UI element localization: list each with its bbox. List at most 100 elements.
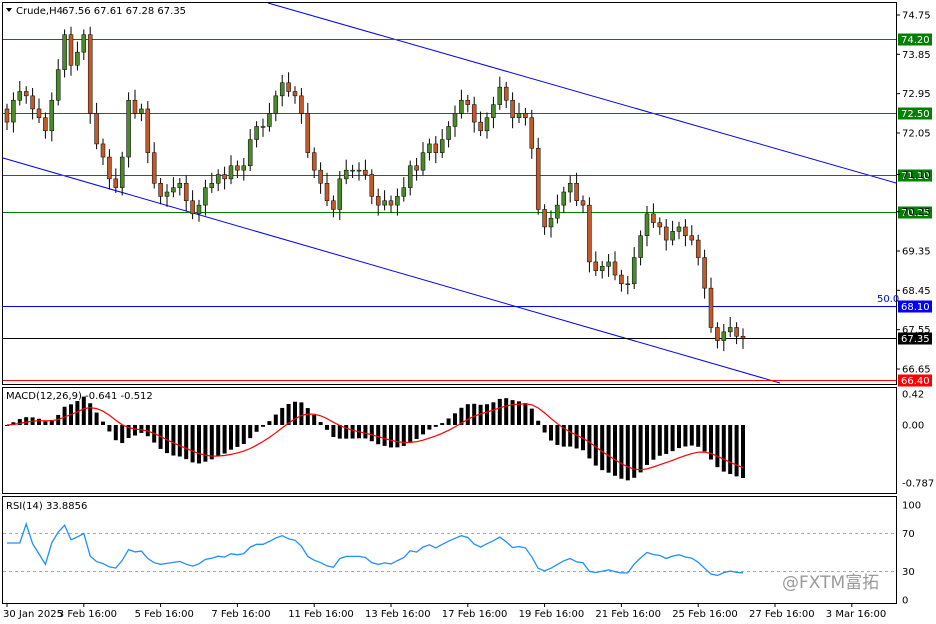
macd-histogram-bar — [299, 402, 304, 425]
candlestick — [523, 108, 528, 126]
candle-body — [593, 261, 599, 271]
candle-body — [119, 156, 125, 188]
macd-histogram-bar — [363, 425, 368, 439]
candlestick — [497, 76, 503, 110]
candlestick — [561, 186, 567, 213]
candlestick — [375, 188, 381, 216]
time-tick-label: 21 Feb 16:00 — [595, 609, 661, 620]
macd-histogram-bar — [408, 425, 413, 442]
collapse-triangle-icon[interactable] — [6, 8, 12, 12]
time-tick-label: 30 Jan 2025 — [3, 609, 63, 620]
candle-body — [343, 169, 349, 180]
candlestick — [113, 168, 119, 193]
candle-body — [11, 99, 16, 123]
candle-body — [305, 113, 311, 153]
macd-panel[interactable] — [2, 387, 897, 494]
macd-histogram-bar — [184, 425, 189, 460]
price-tick-label: 72.05 — [902, 129, 931, 140]
rsi-panel[interactable] — [2, 496, 897, 604]
candle-body — [459, 99, 464, 114]
candlestick — [350, 164, 355, 179]
macd-histogram-bar — [433, 425, 438, 427]
macd-histogram-bar — [504, 398, 509, 425]
candle-body — [36, 108, 42, 118]
candle-body — [516, 113, 522, 118]
rsi-tick-label: 30 — [902, 567, 915, 578]
candlestick — [49, 92, 55, 142]
candle-body — [62, 34, 67, 70]
candlestick — [145, 101, 151, 164]
macd-histogram-bar — [171, 425, 176, 456]
candlestick — [254, 121, 259, 148]
macd-histogram-bar — [5, 425, 9, 426]
candlestick — [132, 89, 138, 119]
candle-body — [228, 165, 234, 180]
candle-body — [523, 113, 528, 118]
candlestick — [574, 172, 579, 206]
macd-histogram-bar — [613, 425, 617, 476]
candlestick — [548, 210, 554, 238]
candlestick — [516, 102, 522, 123]
candle-body — [273, 95, 279, 114]
candle-body — [49, 99, 55, 132]
candle-body — [203, 187, 208, 206]
macd-histogram-bar — [177, 425, 182, 457]
macd-tick-label: 0.42 — [902, 390, 924, 401]
macd-histogram-bar — [350, 425, 355, 439]
macd-histogram-bar — [568, 425, 573, 447]
macd-histogram-bar — [94, 412, 99, 425]
time-tick-label: 11 Feb 16:00 — [288, 609, 354, 620]
candle-body — [478, 121, 483, 132]
macd-histogram-bar — [600, 425, 605, 471]
candle-body — [375, 196, 381, 206]
macd-histogram-bar — [561, 425, 566, 447]
candle-body — [407, 165, 413, 188]
candlestick — [695, 234, 701, 266]
candlestick — [478, 111, 483, 137]
candle-body — [395, 196, 400, 206]
candlestick — [17, 80, 23, 106]
price-tick-label: 71.10 — [902, 170, 931, 181]
candle-body — [190, 200, 195, 215]
candlestick — [23, 86, 29, 104]
macd-histogram-bar — [581, 425, 585, 451]
candlestick — [215, 169, 221, 192]
candle-body — [145, 108, 151, 153]
time-tick-label: 7 Feb 16:00 — [211, 609, 270, 620]
candle-body — [465, 99, 471, 105]
price-panel[interactable] — [2, 2, 897, 385]
macd-histogram-bar — [337, 425, 342, 439]
price-tick-label: 73.85 — [902, 50, 931, 61]
candlestick — [606, 254, 611, 277]
candlestick — [43, 112, 48, 139]
price-tick-label: 69.35 — [902, 247, 931, 258]
candlestick — [183, 175, 189, 212]
macd-histogram-bar — [696, 425, 701, 447]
candlestick — [119, 151, 125, 196]
macd-histogram-bar — [497, 398, 502, 425]
rsi-line — [7, 521, 744, 577]
candlestick — [267, 102, 272, 132]
candlestick — [369, 169, 375, 205]
candle-body — [318, 169, 323, 184]
macd-histogram-bar — [491, 402, 496, 425]
candle-body — [164, 191, 170, 197]
channel-lower-line — [2, 157, 781, 384]
macd-histogram-bar — [529, 408, 534, 425]
candlestick — [382, 190, 387, 211]
price-tick-label: 68.45 — [902, 286, 931, 297]
candle-body — [311, 152, 317, 171]
candlestick — [139, 103, 144, 122]
macd-histogram-bar — [638, 425, 643, 473]
candle-body — [497, 86, 503, 105]
price-tick-label: 74.75 — [902, 11, 931, 22]
macd-indicator: 0.42 0.00 -0.787 — [5, 390, 934, 490]
macd-histogram-bar — [382, 425, 387, 446]
level-badge — [898, 374, 932, 387]
price-tick-label: 70.25 — [902, 207, 931, 218]
candle-body — [17, 91, 23, 101]
macd-histogram-bar — [165, 425, 169, 454]
price-axis: 74.75 73.85 72.95 72.05 71.10 70.25 69.35 68.45… — [896, 11, 931, 376]
macd-histogram-bar — [709, 425, 713, 460]
